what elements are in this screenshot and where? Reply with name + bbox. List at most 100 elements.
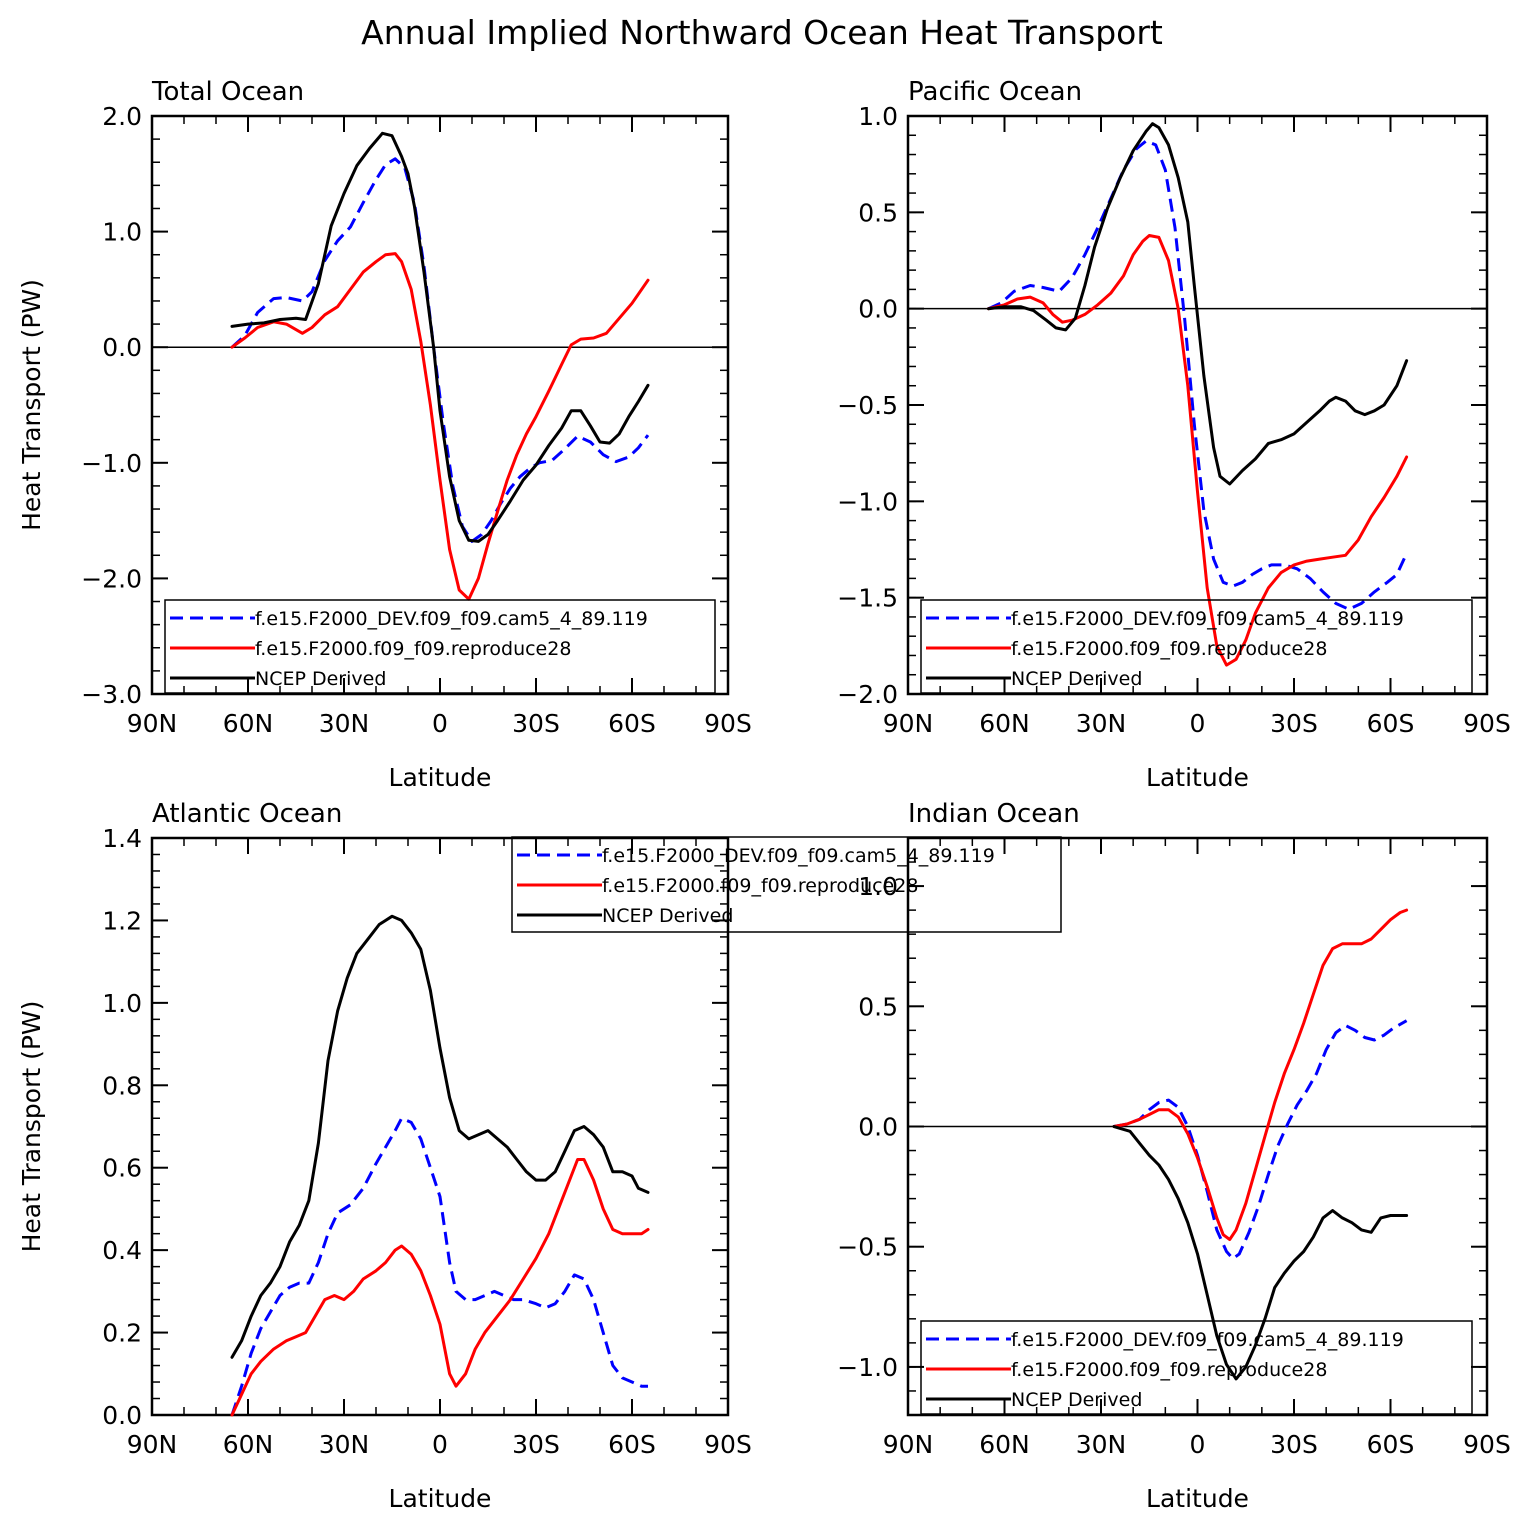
series-line-reproduce bbox=[230, 252, 650, 601]
x-axis-label: Latitude bbox=[389, 1484, 492, 1513]
panel-total-ocean: Total Ocean 90N 60N 30N 0 30S 60S 90S 2.0 1.0 0.0 −… bbox=[17, 77, 752, 792]
legend: f.e15.F2000_DEV.f09_f09.cam5_4_89.119 f.e… bbox=[920, 599, 1473, 694]
x-tick-label: 60N bbox=[223, 1430, 274, 1459]
x-tick-label: 90S bbox=[704, 1430, 752, 1459]
series-line-dev bbox=[230, 1116, 648, 1416]
y-tick-label: −1.0 bbox=[837, 1353, 898, 1382]
y-tick-label: 1.2 bbox=[102, 906, 142, 935]
panel-title: Atlantic Ocean bbox=[152, 799, 342, 829]
y-tick-label: 0.0 bbox=[858, 1113, 898, 1142]
y-tick-label: 0.5 bbox=[858, 992, 898, 1021]
legend-box bbox=[511, 836, 1062, 933]
x-axis-label: Latitude bbox=[389, 763, 492, 792]
y-tick-label: 1.0 bbox=[858, 872, 898, 901]
y-tick-label: −1.0 bbox=[81, 449, 142, 478]
x-tick-label: 90S bbox=[704, 709, 752, 738]
y-tick-label: 1.0 bbox=[102, 218, 142, 247]
legend-label: f.e15.F2000.f09_f09.reproduce28 bbox=[1011, 1359, 1327, 1381]
x-tick-label: 30N bbox=[1076, 1430, 1127, 1459]
series-line-dev bbox=[1113, 1019, 1408, 1261]
series-line-dev bbox=[230, 157, 650, 543]
series-line-ncep bbox=[1112, 1125, 1409, 1381]
y-tick-label: −0.5 bbox=[837, 391, 898, 420]
x-tick-label: 60N bbox=[979, 709, 1030, 738]
y-tick-label: −2.0 bbox=[81, 564, 142, 593]
series-line-reproduce bbox=[986, 234, 1409, 667]
legend: f.e15.F2000_DEV.f09_f09.cam5_4_89.119 f.e… bbox=[511, 836, 1062, 933]
y-tick-label: −1.5 bbox=[837, 584, 898, 613]
x-tick-label: 60N bbox=[223, 709, 274, 738]
panel-title: Total Ocean bbox=[151, 77, 304, 107]
y-tick-label: 0.2 bbox=[102, 1319, 142, 1348]
x-tick-label: 60S bbox=[608, 1430, 656, 1459]
x-tick-label: 0 bbox=[1190, 1430, 1206, 1459]
y-tick-label: 0.0 bbox=[858, 295, 898, 324]
x-tick-label: 90N bbox=[883, 1430, 934, 1459]
legend: f.e15.F2000_DEV.f09_f09.cam5_4_89.119 f.e… bbox=[920, 1320, 1473, 1415]
x-tick-label: 60S bbox=[1367, 1430, 1415, 1459]
legend-box bbox=[920, 599, 1473, 694]
series-line-dev bbox=[987, 139, 1408, 611]
x-tick-label: 30S bbox=[512, 709, 560, 738]
legend-label: NCEP Derived bbox=[1011, 668, 1142, 690]
legend-label: f.e15.F2000_DEV.f09_f09.cam5_4_89.119 bbox=[1011, 608, 1404, 630]
y-tick-label: −2.0 bbox=[837, 680, 898, 709]
x-tick-label: 90N bbox=[883, 709, 934, 738]
y-tick-label: 0.4 bbox=[102, 1236, 142, 1265]
series-line-ncep bbox=[986, 122, 1409, 486]
y-tick-label: 1.0 bbox=[102, 989, 142, 1018]
y-tick-label: −0.5 bbox=[837, 1233, 898, 1262]
legend: f.e15.F2000_DEV.f09_f09.cam5_4_89.119 f.e… bbox=[164, 599, 716, 694]
legend-box bbox=[164, 599, 716, 694]
x-tick-label: 90S bbox=[1463, 1430, 1511, 1459]
x-tick-label: 60S bbox=[1367, 709, 1415, 738]
x-tick-label: 90N bbox=[127, 1430, 178, 1459]
y-axis-label: Heat Transport (PW) bbox=[17, 1001, 46, 1253]
x-tick-label: 90N bbox=[127, 709, 178, 738]
legend-label: f.e15.F2000_DEV.f09_f09.cam5_4_89.119 bbox=[1011, 1329, 1404, 1351]
y-tick-label: 0.6 bbox=[102, 1154, 142, 1183]
y-tick-label: −1.0 bbox=[837, 487, 898, 516]
legend-label: f.e15.F2000.f09_f09.reproduce28 bbox=[602, 875, 918, 897]
y-tick-label: 0.8 bbox=[102, 1071, 142, 1100]
y-tick-label: 0.0 bbox=[102, 333, 142, 362]
x-tick-label: 0 bbox=[432, 1430, 448, 1459]
chart-main-title: Annual Implied Northward Ocean Heat Tran… bbox=[361, 13, 1163, 52]
panel-title: Indian Ocean bbox=[908, 799, 1080, 829]
legend-label: NCEP Derived bbox=[1011, 1389, 1142, 1411]
x-tick-label: 60N bbox=[979, 1430, 1030, 1459]
y-tick-label: 0.0 bbox=[102, 1401, 142, 1430]
x-tick-label: 30S bbox=[512, 1430, 560, 1459]
legend-label: f.e15.F2000_DEV.f09_f09.cam5_4_89.119 bbox=[602, 845, 995, 867]
x-tick-label: 0 bbox=[1190, 709, 1206, 738]
x-tick-label: 30S bbox=[1270, 1430, 1318, 1459]
y-tick-label: 1.4 bbox=[102, 824, 142, 853]
panel-indian-ocean: Indian Ocean 90N 60N 30N 0 30S 60S 90S 1.0 0.5 0.0… bbox=[837, 799, 1511, 1513]
series-line-ncep bbox=[230, 914, 650, 1359]
legend-label: f.e15.F2000.f09_f09.reproduce28 bbox=[255, 638, 571, 660]
y-axis-label: Heat Transport (PW) bbox=[17, 279, 46, 531]
x-tick-label: 30S bbox=[1270, 709, 1318, 738]
y-tick-label: 0.5 bbox=[858, 198, 898, 227]
legend-box bbox=[920, 1320, 1473, 1415]
legend-label: NCEP Derived bbox=[602, 905, 733, 927]
x-axis-label: Latitude bbox=[1146, 1484, 1249, 1513]
x-tick-label: 30N bbox=[319, 709, 370, 738]
y-tick-label: 1.0 bbox=[858, 102, 898, 131]
x-tick-label: 30N bbox=[319, 1430, 370, 1459]
y-tick-label: 2.0 bbox=[102, 102, 142, 131]
legend-label: NCEP Derived bbox=[255, 668, 386, 690]
panel-title: Pacific Ocean bbox=[908, 77, 1082, 107]
legend-label: f.e15.F2000_DEV.f09_f09.cam5_4_89.119 bbox=[255, 608, 648, 630]
x-tick-label: 0 bbox=[432, 709, 448, 738]
x-tick-label: 90S bbox=[1463, 709, 1511, 738]
series-line-reproduce bbox=[230, 1158, 650, 1417]
x-axis-label: Latitude bbox=[1146, 763, 1249, 792]
series-line-reproduce bbox=[1112, 908, 1409, 1241]
panel-pacific-ocean: Pacific Ocean 90N 60N 30N 0 30S 60S 90S 1.0 0.5 0.… bbox=[837, 77, 1511, 792]
series-line-ncep bbox=[230, 131, 650, 543]
legend-label: f.e15.F2000.f09_f09.reproduce28 bbox=[1011, 638, 1327, 660]
x-tick-label: 60S bbox=[608, 709, 656, 738]
x-tick-label: 30N bbox=[1076, 709, 1127, 738]
